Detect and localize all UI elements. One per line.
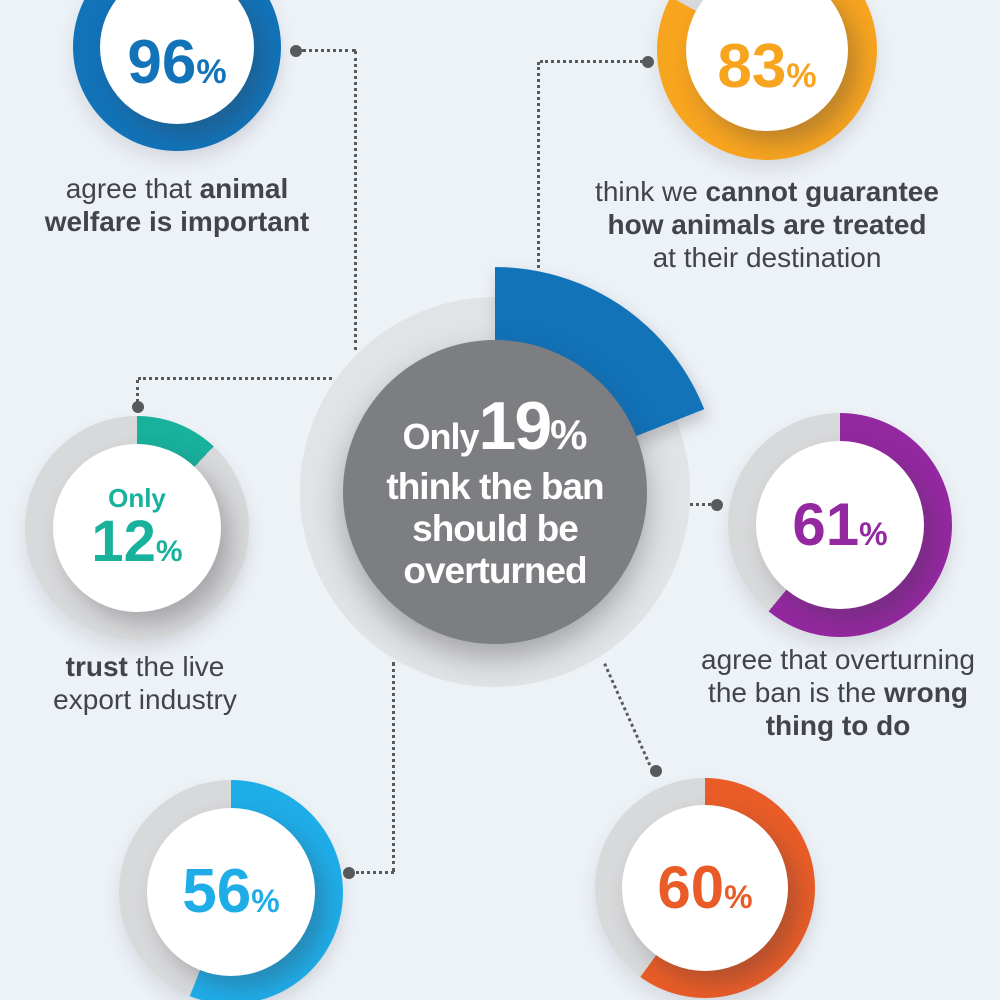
label-line: at their destination (577, 241, 957, 274)
label-line: thing to do (678, 709, 998, 742)
connector-dot-wrong (711, 499, 723, 511)
label-line: think we cannot guarantee (577, 175, 957, 208)
label-segment: agree that overturning (701, 644, 975, 675)
value-text: 60 (657, 854, 725, 921)
connector-dot-welfare (290, 45, 302, 57)
connector-line-welfare-h (302, 49, 356, 52)
donut-trust-12-hole: Only 12% (53, 444, 221, 612)
label-trust: trust the live export industry (15, 650, 275, 716)
donut-guarantee-83-hole: 83% (686, 0, 848, 131)
value-text: 83 (717, 32, 787, 101)
label-segment-bold: trust (65, 651, 128, 682)
donut-welfare-96: 96% (73, 0, 281, 151)
label-segment: the live (127, 651, 225, 682)
center-statement-circle: Only 19% think the ban should be overturn… (343, 340, 647, 644)
percent-sign: % (196, 53, 227, 91)
center-headline: Only 19% (402, 392, 587, 460)
center-percent-sign: % (550, 411, 588, 458)
label-line: the ban is the wrong (678, 676, 998, 709)
percent-sign: % (155, 535, 183, 568)
connector-line-guarantee-h (540, 60, 643, 63)
label-guarantee: think we cannot guarantee how animals ar… (577, 175, 957, 274)
donut-welfare-96-value: 96% (127, 32, 226, 94)
label-segment: think we (595, 176, 706, 207)
connector-dot-bottom-left (343, 867, 355, 879)
label-line: export industry (15, 683, 275, 716)
donut-welfare-96-hole: 96% (100, 0, 254, 124)
label-segment: export industry (53, 684, 237, 715)
label-line: welfare is important (17, 205, 337, 238)
connector-line-trust-h (138, 377, 332, 380)
donut-bottom-left-56-hole: 56% (147, 808, 315, 976)
label-line: agree that animal (17, 172, 337, 205)
label-segment: agree that (65, 173, 200, 204)
connector-dot-bottom-right (650, 765, 662, 777)
connector-line-wrong-h (690, 503, 711, 506)
connector-dot-guarantee (642, 56, 654, 68)
value-text: 96 (127, 28, 197, 97)
connector-line-welfare-v (354, 51, 357, 350)
percent-sign: % (251, 883, 280, 919)
label-line: agree that overturning (678, 643, 998, 676)
label-line: how animals are treated (577, 208, 957, 241)
donut-guarantee-83: 83% (657, 0, 877, 160)
donut-trust-12: Only 12% (25, 416, 249, 640)
label-segment-bold: wrong (883, 677, 968, 708)
label-segment: the ban is the (708, 677, 884, 708)
percent-sign: % (724, 879, 753, 915)
donut-wrong-61-value: 61% (792, 495, 887, 555)
donut-bottom-left-56: 56% (119, 780, 343, 1000)
donut-bottom-left-56-value: 56% (182, 861, 279, 923)
value-text: 56 (182, 857, 252, 926)
percent-sign: % (786, 57, 817, 95)
donut-trust-12-value: 12% (91, 513, 182, 571)
percent-sign: % (859, 516, 888, 552)
connector-line-guarantee-v (537, 62, 540, 268)
connector-line-bottom-right-diagonal (603, 663, 652, 766)
connector-dot-trust (132, 401, 144, 413)
label-wrong: agree that overturning the ban is the wr… (678, 643, 998, 742)
label-segment: at their destination (652, 242, 882, 273)
label-segment-bold: cannot guarantee (705, 176, 939, 207)
donut-trust-only-label: Only (108, 483, 166, 513)
value-text: 61 (792, 491, 860, 558)
label-line: trust the live (15, 650, 275, 683)
connector-line-trust-v (136, 380, 139, 402)
donut-bottom-right-60-hole: 60% (622, 805, 788, 971)
label-welfare: agree that animal welfare is important (17, 172, 337, 238)
donut-wrong-61: 61% (728, 413, 952, 637)
donut-guarantee-83-value: 83% (717, 36, 816, 98)
connector-line-bottom-left-h (356, 871, 394, 874)
label-segment-bold: how animals are treated (607, 209, 927, 240)
donut-bottom-right-60-value: 60% (657, 858, 752, 918)
center-text-line: should be (412, 508, 579, 549)
center-text-line: overturned (403, 550, 587, 591)
label-segment-bold: welfare is important (44, 206, 310, 237)
label-segment-bold: thing to do (765, 710, 911, 741)
center-value: 19 (478, 388, 553, 464)
label-segment-bold: animal (199, 173, 289, 204)
connector-line-bottom-left-v (392, 662, 395, 872)
donut-bottom-right-60: 60% (595, 778, 815, 998)
center-only-label: Only (402, 416, 479, 457)
center-text-line: think the ban (386, 466, 604, 507)
value-text: 12 (91, 509, 156, 574)
donut-wrong-61-hole: 61% (756, 441, 924, 609)
